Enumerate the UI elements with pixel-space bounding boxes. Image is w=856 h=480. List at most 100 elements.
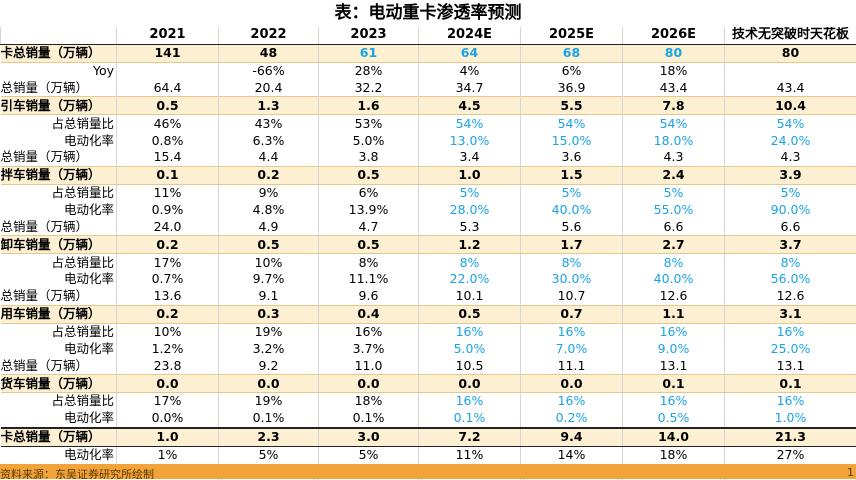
- column-header: 技术无突破时天花板: [725, 27, 856, 44]
- table-cell: 10%: [117, 323, 219, 340]
- table-cell: 8%: [319, 254, 419, 271]
- table-cell: 10.7: [521, 288, 623, 305]
- row-label: 占总销量比: [1, 254, 117, 271]
- table-cell: 36.9: [521, 80, 623, 97]
- table-cell: 5.5: [521, 97, 623, 115]
- table-cell: 1.6: [319, 97, 419, 115]
- table-cell: 1.5: [521, 166, 623, 184]
- table-cell: 5%: [419, 184, 521, 201]
- table-cell: 11%: [419, 446, 521, 463]
- table-cell: 1.0: [117, 428, 219, 446]
- table-cell: 64: [419, 44, 521, 62]
- table-cell: 2.4: [623, 166, 725, 184]
- source-footer: 资料来源：东吴证券研究所绘制 1: [0, 464, 856, 479]
- table-cell: 13.0%: [419, 132, 521, 149]
- table-cell: 0.5: [117, 97, 219, 115]
- table-cell: 3.6: [521, 149, 623, 166]
- table-cell: 5.0%: [319, 132, 419, 149]
- table-cell: 25.0%: [725, 340, 856, 357]
- row-label: 占总销量比: [1, 323, 117, 340]
- table-cell: 6%: [319, 184, 419, 201]
- table-cell: 5%: [219, 446, 319, 463]
- table-cell: 13.6: [117, 288, 219, 305]
- table-cell: 28.0%: [419, 202, 521, 219]
- table-cell: 0.2%: [521, 410, 623, 428]
- table-cell: 13.9%: [319, 202, 419, 219]
- table-cell: 0.5: [319, 236, 419, 254]
- table-cell: 10.5: [419, 357, 521, 374]
- table-cell: 16%: [623, 323, 725, 340]
- table-cell: 5%: [521, 184, 623, 201]
- table-cell: 3.4: [419, 149, 521, 166]
- table-cell: 11%: [117, 184, 219, 201]
- table-cell: 2.3: [219, 428, 319, 446]
- row-label: Yoy: [1, 62, 117, 79]
- table-cell: 0.2: [219, 166, 319, 184]
- table-cell: 11.1: [521, 357, 623, 374]
- table-cell: 43%: [219, 115, 319, 132]
- table-cell: 0.0: [319, 375, 419, 393]
- table-cell: 6.3%: [219, 132, 319, 149]
- table-cell: 1.1: [623, 305, 725, 323]
- table-cell: 15.4: [117, 149, 219, 166]
- table-cell: 7.0%: [521, 340, 623, 357]
- table-cell: 5.3: [419, 218, 521, 235]
- table-cell: 9.1: [219, 288, 319, 305]
- table-cell: 21.3: [725, 428, 856, 446]
- table-cell: 61: [319, 44, 419, 62]
- table-cell: 16%: [521, 323, 623, 340]
- table-cell: 0.7%: [117, 271, 219, 288]
- column-header: 2026E: [623, 27, 725, 44]
- row-label: 电动化率: [1, 340, 117, 357]
- row-label: 电动化率: [1, 271, 117, 288]
- table-cell: 141: [117, 44, 219, 62]
- table-cell: 1.2: [419, 236, 521, 254]
- table-cell: 0.4: [319, 305, 419, 323]
- table-cell: 0.3: [219, 305, 319, 323]
- table-cell: 10%: [219, 254, 319, 271]
- page-title: 表：电动重卡渗透率预测: [0, 0, 856, 27]
- row-label: 总销量（万辆）: [1, 288, 117, 305]
- row-label: 电动化率: [1, 446, 117, 463]
- row-label: 电动化率: [1, 132, 117, 149]
- table-cell: 4%: [419, 62, 521, 79]
- table-cell: 4.5: [419, 97, 521, 115]
- table-row: Yoy-66%28%4%6%18%: [1, 62, 856, 79]
- table-cell: 0.1: [725, 375, 856, 393]
- table-cell: 18%: [623, 62, 725, 79]
- table-cell: 9.0%: [623, 340, 725, 357]
- table-cell: 0.8%: [117, 132, 219, 149]
- table-cell: 40.0%: [623, 271, 725, 288]
- table-cell: 54%: [725, 115, 856, 132]
- table-cell: 14.0: [623, 428, 725, 446]
- table-cell: 80: [725, 44, 856, 62]
- row-label: 总销量（万辆）: [1, 149, 117, 166]
- table-cell: 54%: [419, 115, 521, 132]
- table-cell: 13.1: [623, 357, 725, 374]
- row-label: 占总销量比: [1, 184, 117, 201]
- table-cell: 11.0: [319, 357, 419, 374]
- table-cell: 7.8: [623, 97, 725, 115]
- table-cell: 12.6: [725, 288, 856, 305]
- table-cell: 19%: [219, 323, 319, 340]
- table-cell: 48: [219, 44, 319, 62]
- table-cell: 0.0: [117, 375, 219, 393]
- table-cell: 43.4: [725, 80, 856, 97]
- table-cell: 5%: [319, 446, 419, 463]
- table-cell: 4.7: [319, 218, 419, 235]
- table-cell: 8%: [725, 254, 856, 271]
